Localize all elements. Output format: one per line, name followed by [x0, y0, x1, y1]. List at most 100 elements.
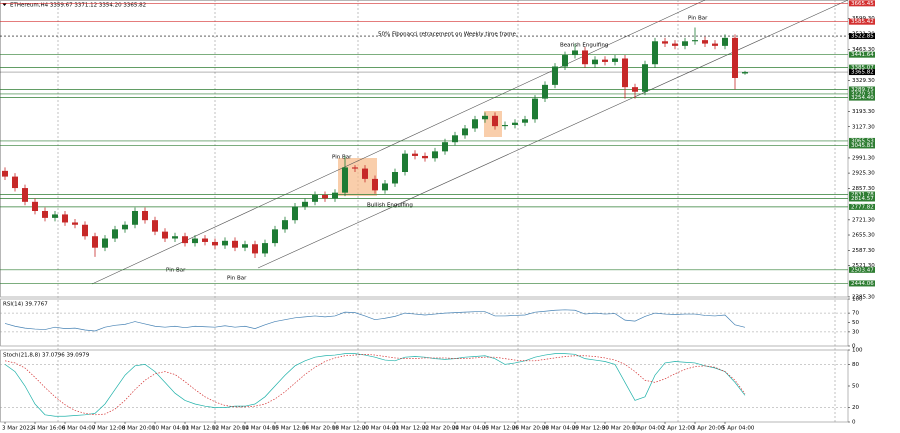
candle-body: [542, 84, 548, 99]
candle-body: [712, 43, 718, 46]
level-label-box: [849, 51, 875, 58]
candle-body: [142, 210, 148, 221]
candle-body: [512, 122, 518, 125]
panel-title: RSI(14) 39.7767: [3, 302, 48, 308]
x-tick-label: 3 Apr 20:00: [692, 426, 725, 432]
level-label-box: [849, 280, 875, 287]
candle-body: [342, 167, 348, 193]
x-tick-label: 1 Apr 04:00: [632, 426, 665, 432]
level-label-box: [849, 0, 875, 7]
x-tick-label: 12 Mar 20:00: [212, 426, 249, 432]
level-label-box: [849, 33, 875, 40]
candle-body: [502, 124, 508, 127]
candle-body: [302, 201, 308, 207]
candle-body: [402, 153, 408, 173]
candle-body: [12, 176, 18, 189]
y-tick-label: 3463.30: [852, 47, 875, 53]
y-tick-label: 2857.30: [852, 186, 875, 192]
candle-body: [362, 168, 368, 179]
y-tick-label: 3127.30: [852, 124, 875, 130]
channel-line: [257, 0, 849, 269]
candle-body: [162, 231, 168, 239]
y-tick-label: 2991.30: [852, 155, 875, 161]
candle-body: [442, 142, 448, 152]
candle-body: [152, 220, 158, 232]
x-tick-label: 16 Mar 20:00: [302, 426, 339, 432]
candle-body: [422, 155, 428, 159]
candle-body: [382, 183, 388, 191]
level-label-box: [849, 18, 875, 25]
level-label-box: [849, 69, 875, 76]
candle-body: [602, 59, 608, 62]
y-tick-label: 50: [852, 320, 859, 326]
candle-body: [692, 40, 698, 42]
candle-body: [312, 194, 318, 202]
x-tick-label: 24 Mar 04:00: [452, 426, 489, 432]
level-label: 3665.45: [851, 1, 874, 7]
y-tick-label: 2721.30: [852, 217, 875, 223]
y-tick-label: 0: [852, 420, 856, 426]
level-label: 3289.75: [851, 87, 874, 93]
x-tick-label: 7 Mar 12:00: [92, 426, 126, 432]
y-tick-label: 20: [852, 405, 859, 411]
annotation: Pin Bar: [688, 16, 708, 22]
level-label: 3522.85: [851, 34, 874, 40]
candle-body: [472, 119, 478, 129]
indicator-line: [4, 309, 746, 332]
y-tick-label: 3193.30: [852, 109, 875, 115]
annotation: Pin Bar: [332, 155, 352, 161]
x-tick-label: 30 Mar 20:00: [602, 426, 639, 432]
candle-body: [742, 72, 748, 74]
level-label-box: [849, 64, 875, 71]
main-panel: [0, 0, 849, 298]
candle-body: [242, 244, 248, 248]
candle-body: [582, 50, 588, 65]
level-label-box: [849, 191, 875, 198]
level-label: 2814.57: [851, 196, 874, 202]
candle-body: [92, 236, 98, 248]
candle-body: [202, 238, 208, 242]
level-label-box: [849, 203, 875, 210]
candle-body: [592, 59, 598, 65]
candle-body: [632, 87, 638, 92]
annotation: Bearish Engulfing: [560, 43, 608, 49]
candle-body: [72, 222, 78, 225]
candle-body: [52, 214, 58, 218]
candle-body: [332, 192, 338, 199]
indicator-line: [4, 353, 746, 417]
candle-body: [172, 236, 178, 239]
candle-body: [462, 128, 468, 136]
x-tick-label: 20 Mar 04:00: [362, 426, 399, 432]
level-label-box: [849, 266, 875, 273]
x-tick-label: 21 Mar 12:00: [392, 426, 429, 432]
y-tick-label: 80: [852, 362, 859, 368]
candle-body: [562, 55, 568, 67]
level-label: 3585.42: [851, 19, 874, 25]
candle-body: [62, 214, 68, 223]
candle-body: [412, 153, 418, 156]
level-label-box: [849, 142, 875, 149]
x-tick-label: 2 Apr 12:00: [662, 426, 695, 432]
candle-body: [552, 66, 558, 85]
level-label: 3365.82: [851, 70, 874, 76]
channel-line: [91, 0, 706, 285]
candle-body: [672, 43, 678, 46]
x-tick-label: 26 Mar 20:00: [512, 426, 549, 432]
candle-body: [322, 194, 328, 199]
y-tick-label: 50: [852, 384, 859, 390]
x-tick-label: 8 Mar 20:00: [122, 426, 156, 432]
x-tick-label: 15 Mar 12:00: [272, 426, 309, 432]
candle-body: [652, 41, 658, 65]
x-tick-label: 22 Mar 20:00: [422, 426, 459, 432]
annotation: Bullish Engulfing: [367, 203, 413, 209]
level-label: 2444.06: [851, 281, 874, 287]
panel-title: Stoch(21,8,8) 37.0796 39.0979: [3, 353, 90, 359]
level-label: 3270.31: [851, 91, 874, 97]
y-tick-label: 2521.30: [852, 263, 875, 269]
y-tick-label: 2587.30: [852, 248, 875, 254]
candle-body: [392, 172, 398, 184]
candle-body: [572, 50, 578, 56]
y-tick-label: 2925.30: [852, 171, 875, 177]
